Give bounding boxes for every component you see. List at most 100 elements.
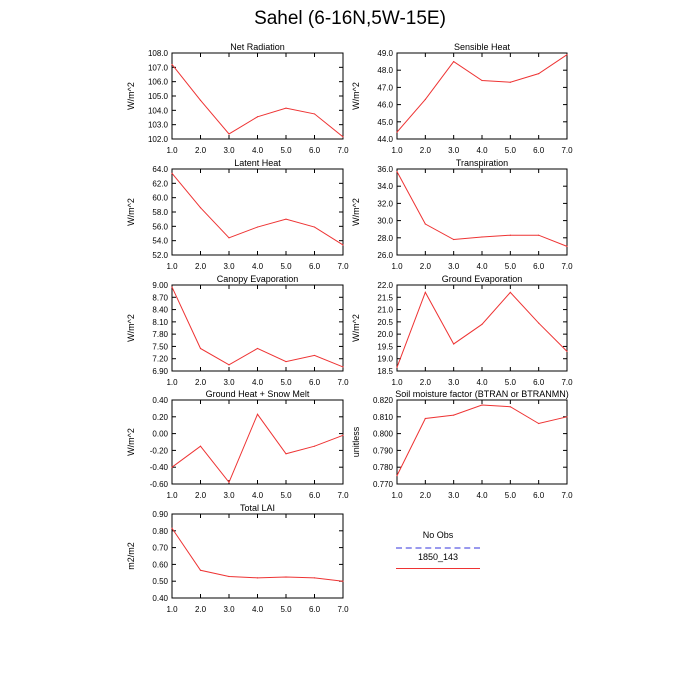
data-point [199,99,202,101]
data-point [481,236,483,238]
x-tick-label: 4.0 [476,378,488,387]
panel-title: Transpiration [456,158,508,168]
data-point [285,360,287,363]
data-point [313,113,316,115]
data-point [509,234,511,236]
panel-title: Soil moisture factor (BTRAN or BTRANMN) [395,389,569,399]
legend-line-no-obs [396,547,480,549]
y-tick-label: 56.0 [152,222,168,231]
x-tick-label: 1.0 [166,491,178,500]
x-tick-label: 4.0 [476,262,488,271]
x-tick-label: 3.0 [448,378,460,387]
x-tick-label: 2.0 [420,262,432,271]
legend-label-no-obs: No Obs [422,530,454,540]
y-tick-label: 0.40 [152,594,168,603]
x-tick-label: 7.0 [337,146,349,155]
x-tick-label: 1.0 [166,605,178,614]
data-point [453,414,455,416]
x-tick-label: 1.0 [391,146,403,155]
y-tick-label: 7.80 [152,330,168,339]
data-point [228,481,230,483]
legend-label-1850-143: 1850_143 [417,552,459,562]
data-point [342,366,344,368]
y-tick-label: 58.0 [152,208,168,217]
x-tick-label: 1.0 [391,262,403,271]
data-point [256,577,259,579]
data-point [199,207,202,209]
y-tick-label: 104.0 [148,106,169,115]
y-tick-label: 8.10 [152,318,168,327]
data-point [538,422,540,425]
y-tick-label: 22.0 [377,281,393,290]
data-point [285,218,287,220]
x-tick-label: 6.0 [309,146,321,155]
x-tick-label: 4.0 [476,491,488,500]
x-tick-label: 3.0 [223,605,235,614]
panel-title: Net Radiation [230,42,285,52]
x-tick-label: 4.0 [252,262,264,271]
x-tick-label: 7.0 [337,491,349,500]
y-tick-label: 0.90 [152,510,168,519]
y-tick-label: 46.0 [377,101,393,110]
series-line [171,64,344,138]
series-line [171,172,344,246]
x-tick-label: 2.0 [195,378,207,387]
x-tick-label: 7.0 [337,262,349,271]
x-tick-label: 6.0 [533,378,545,387]
y-axis-label: W/m^2 [126,314,136,342]
y-tick-label: 107.0 [148,63,169,72]
y-tick-label: 28.0 [377,234,393,243]
y-tick-label: 0.60 [152,560,168,569]
data-point [453,343,455,345]
data-point [256,116,259,118]
plot-frame [171,513,344,599]
y-tick-label: -0.20 [150,446,169,455]
y-axis-label: W/m^2 [126,82,136,110]
series-line [171,286,344,368]
y-tick-label: 62.0 [152,179,168,188]
x-tick-label: 5.0 [280,262,292,271]
y-tick-label: 7.20 [152,355,168,364]
plot-frame [171,284,344,372]
data-point [396,475,398,477]
data-point [566,245,568,247]
y-tick-label: 49.0 [377,49,393,58]
panel-title: Ground Evaporation [442,274,523,284]
x-tick-label: 5.0 [505,378,517,387]
figure-title: Sahel (6-16N,5W-15E) [254,8,446,29]
x-tick-label: 2.0 [420,378,432,387]
y-tick-label: 30.0 [377,217,393,226]
legend: No Obs 1850_143 [396,530,480,574]
data-point [453,238,455,241]
x-tick-label: 3.0 [223,491,235,500]
plot-frame [171,168,344,256]
data-point [453,61,455,63]
data-point [313,226,316,228]
x-tick-label: 3.0 [223,146,235,155]
y-tick-label: 7.50 [152,342,168,351]
x-tick-label: 2.0 [420,146,432,155]
series-line [396,404,568,476]
plot-frame [396,52,568,140]
data-point [256,226,259,228]
y-tick-label: 0.810 [373,413,394,422]
y-tick-label: 0.20 [152,413,168,422]
data-point [256,347,259,350]
x-tick-label: 3.0 [448,491,460,500]
data-point [481,404,483,406]
x-tick-label: 7.0 [337,605,349,614]
y-tick-label: 0.70 [152,544,168,553]
y-tick-label: 9.00 [152,281,168,290]
x-tick-label: 2.0 [420,491,432,500]
x-tick-label: 7.0 [561,262,573,271]
y-tick-label: 0.770 [373,480,394,489]
y-axis-label: W/m^2 [126,428,136,456]
y-tick-label: 20.5 [377,318,393,327]
series-line [171,527,344,582]
x-tick-label: 5.0 [505,146,517,155]
x-tick-label: 5.0 [280,605,292,614]
series-line [171,413,344,484]
y-tick-label: 0.790 [373,446,394,455]
x-tick-label: 7.0 [561,146,573,155]
